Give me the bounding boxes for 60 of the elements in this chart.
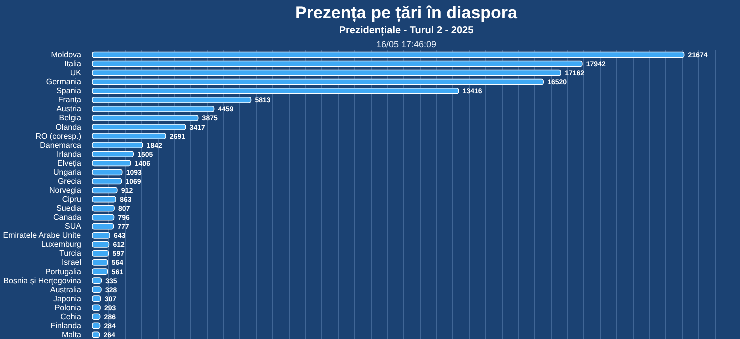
y-tick-label: Irlanda: [57, 150, 82, 159]
bar: [92, 232, 110, 239]
bar: [92, 142, 144, 149]
y-tick-label: Bosnia și Herțegovina: [4, 276, 82, 286]
bar: [92, 196, 116, 203]
y-tick-label: Cipru: [62, 195, 82, 204]
bar: [92, 178, 122, 185]
bar: [92, 250, 110, 257]
y-tick-label: Luxemburg: [41, 240, 82, 250]
y-tick-label: Italia: [64, 60, 82, 69]
bar: [92, 223, 114, 230]
y-tick-label: Portugalia: [45, 267, 82, 276]
bar: [92, 70, 562, 76]
y-tick-label: Turcia: [60, 249, 82, 258]
y-tick-label: Israel: [62, 258, 82, 268]
bar: [92, 124, 186, 130]
bar: [92, 214, 115, 221]
bar: [92, 268, 108, 275]
y-tick-label: Australia: [50, 285, 82, 294]
bar: [92, 133, 166, 140]
y-tick-label: Elveția: [57, 158, 82, 168]
y-tick-label: Spania: [56, 86, 82, 96]
bar: [92, 160, 132, 167]
text: 16/05 17:46:09: [376, 40, 437, 50]
chart-title: Prezența pe țări în diaspora: [295, 4, 518, 22]
bar: [92, 96, 252, 104]
y-tick-label: SUA: [65, 222, 82, 232]
bar: [92, 52, 685, 58]
bar: [92, 151, 134, 158]
y-tick-label: Cehia: [60, 312, 82, 322]
y-tick-label: Moldova: [51, 50, 82, 60]
bar: [92, 115, 199, 122]
y-tick-label: Suedia: [56, 204, 82, 214]
y-tick-label: Olanda: [56, 122, 82, 132]
y-tick-label: UK: [70, 68, 82, 78]
bar: [92, 106, 215, 112]
bar: [92, 260, 108, 266]
bar: [92, 88, 460, 94]
bar: [92, 187, 118, 194]
y-tick-label: Germania: [46, 78, 82, 87]
y-tick-label: Danemarca: [40, 140, 82, 150]
y-tick-label: Belgia: [59, 114, 82, 123]
y-tick-label: Grecia: [58, 176, 82, 186]
chart-subtitle: Prezidențiale - Turul 2 - 2025: [339, 26, 474, 36]
y-tick-label: Austria: [56, 104, 82, 114]
y-tick-label: Ungaria: [53, 168, 82, 177]
y-tick-label: Franța: [58, 96, 82, 105]
y-tick-label: RO (coresp.): [36, 132, 82, 141]
y-tick-label: Finlanda: [50, 321, 82, 330]
bar: [92, 205, 115, 212]
y-tick-label: Malta: [62, 330, 82, 339]
y-tick-label: Canada: [53, 213, 82, 222]
bar: [92, 169, 123, 176]
y-tick-label: Japonia: [53, 294, 82, 304]
bar: [92, 241, 110, 248]
y-tick-label: Norvegia: [49, 186, 82, 195]
bar: [92, 60, 583, 68]
y-tick-label: Polonia: [54, 303, 82, 312]
bar: [92, 78, 544, 86]
y-tick-label: Emiratele Arabe Unite: [3, 231, 82, 240]
